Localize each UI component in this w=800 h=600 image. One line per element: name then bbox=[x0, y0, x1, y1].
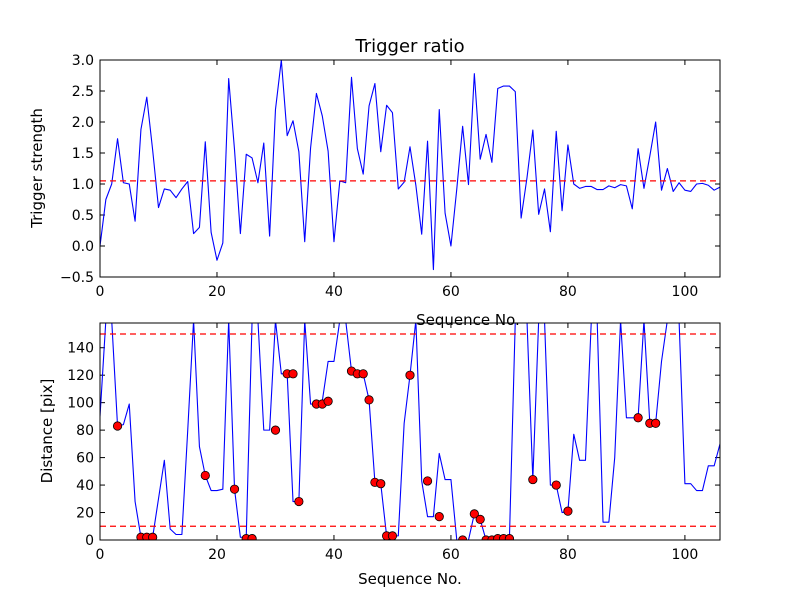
data-point-marker bbox=[434, 512, 444, 522]
y-tick-label: 60 bbox=[76, 451, 94, 467]
data-point-marker bbox=[247, 534, 257, 540]
x-tick-label: 80 bbox=[559, 284, 577, 300]
x-tick-label: 40 bbox=[325, 284, 343, 300]
y-tick-label: 0.0 bbox=[72, 239, 94, 255]
data-point-marker bbox=[633, 413, 643, 423]
y-tick-label: 1.0 bbox=[72, 177, 94, 193]
x-tick-label: 0 bbox=[96, 547, 105, 563]
data-point-marker bbox=[651, 418, 661, 428]
y-tick-label: 20 bbox=[76, 506, 94, 522]
trigger-ratio-chart: Trigger ratio Sequence No. Trigger stren… bbox=[28, 36, 721, 329]
y-tick-label: −0.5 bbox=[60, 270, 94, 286]
data-point-marker bbox=[504, 534, 515, 540]
x-axis-label: Sequence No. bbox=[416, 311, 520, 329]
y-tick-label: 0 bbox=[85, 533, 94, 549]
y-axis-label: Distance [pix] bbox=[38, 379, 56, 484]
x-tick-label: 80 bbox=[559, 547, 577, 563]
data-point-marker bbox=[528, 474, 538, 485]
data-point-marker bbox=[288, 369, 298, 379]
y-tick-label: 0.5 bbox=[72, 208, 94, 224]
data-point-marker bbox=[469, 509, 479, 519]
x-tick-label: 0 bbox=[96, 284, 105, 300]
data-point-marker bbox=[323, 396, 333, 406]
distance-chart: Sequence No. Distance [pix] 0 20 40 60 80 100… bbox=[38, 322, 721, 588]
x-tick-label: 100 bbox=[672, 284, 699, 300]
y-tick-label: 1.5 bbox=[72, 146, 94, 162]
data-point-marker bbox=[270, 425, 281, 435]
data-point-marker bbox=[387, 531, 398, 540]
y-tick-label: 40 bbox=[76, 478, 94, 494]
y-axis-label: Trigger strength bbox=[28, 108, 46, 229]
ticks: 0 20 40 60 80 100 0 20 40 60 80 100 120 140 bbox=[67, 323, 720, 563]
data-point-marker bbox=[551, 480, 561, 490]
data-point-marker bbox=[364, 395, 374, 405]
y-tick-label: 3.0 bbox=[72, 53, 94, 69]
data-point-marker bbox=[422, 476, 433, 486]
y-tick-label: 100 bbox=[67, 396, 94, 412]
x-tick-label: 20 bbox=[208, 284, 226, 300]
data-point-marker bbox=[563, 506, 573, 516]
x-tick-label: 60 bbox=[442, 547, 460, 563]
data-point-marker bbox=[376, 479, 386, 489]
y-tick-label: 140 bbox=[67, 341, 94, 357]
marks bbox=[100, 60, 720, 271]
y-tick-label: 2.5 bbox=[72, 84, 94, 100]
data-point-marker bbox=[112, 421, 123, 431]
y-tick-label: 80 bbox=[76, 423, 94, 439]
x-tick-label: 20 bbox=[208, 547, 226, 563]
ticks: 0 20 40 60 80 100 −0.5 0.0 0.5 1.0 1.5 2.0 2.5 3.0 bbox=[60, 53, 720, 300]
series-line bbox=[100, 60, 720, 271]
x-tick-label: 60 bbox=[442, 284, 460, 300]
y-tick-label: 120 bbox=[67, 368, 94, 384]
plot-frame bbox=[99, 59, 721, 278]
data-point-marker bbox=[229, 484, 240, 494]
plot-frame bbox=[99, 322, 721, 541]
data-point-marker bbox=[200, 470, 210, 481]
y-tick-label: 2.0 bbox=[72, 115, 94, 131]
data-point-marker bbox=[475, 514, 485, 524]
x-axis-label: Sequence No. bbox=[358, 570, 462, 588]
chart-title: Trigger ratio bbox=[354, 36, 464, 57]
x-tick-label: 100 bbox=[672, 547, 699, 563]
data-point-marker bbox=[148, 532, 158, 540]
data-point-marker bbox=[358, 369, 368, 379]
data-point-marker bbox=[294, 496, 304, 507]
x-tick-label: 40 bbox=[325, 547, 343, 563]
data-point-marker bbox=[405, 370, 415, 380]
marks bbox=[100, 323, 720, 540]
